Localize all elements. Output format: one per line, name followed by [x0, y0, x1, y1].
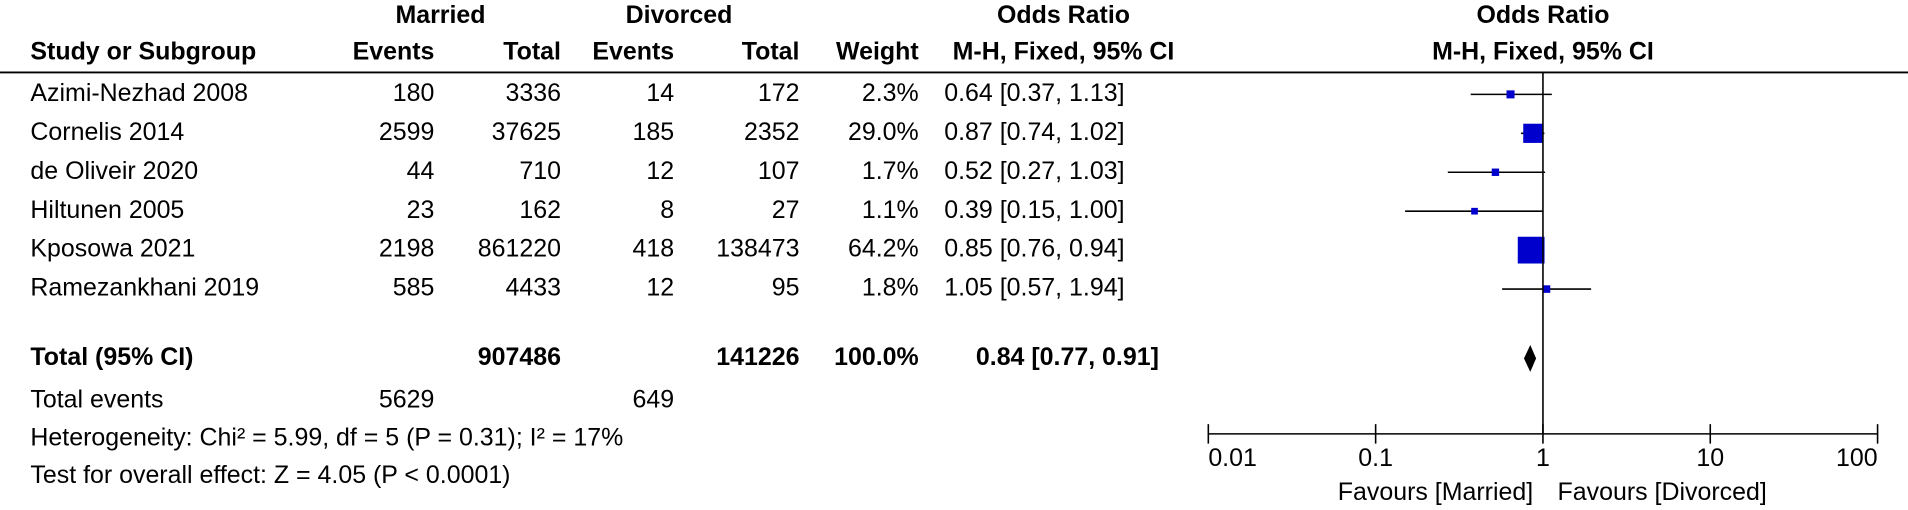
total-married: 3336 — [505, 79, 560, 107]
column-header: Weight — [836, 38, 919, 66]
events-divorced: 8 — [660, 196, 674, 224]
events-married: 180 — [393, 79, 435, 107]
column-header: Events — [592, 38, 674, 66]
events-divorced: 418 — [633, 235, 675, 263]
column-header: Total — [742, 38, 800, 66]
weight: 2.3% — [862, 79, 919, 107]
study-name: Hiltunen 2005 — [30, 196, 184, 224]
overall-effect: Test for overall effect: Z = 4.05 (P < 0… — [30, 461, 510, 489]
ci-label: 0.64 [0.37, 1.13] — [944, 79, 1124, 107]
total-weight: 100.0% — [834, 343, 919, 371]
x-tick-label: 10 — [1696, 444, 1724, 472]
column-header: Study or Subgroup — [30, 38, 256, 66]
total-divorced: 95 — [772, 274, 800, 302]
events-divorced: 14 — [646, 79, 674, 107]
total-married: 162 — [519, 196, 561, 224]
study-square — [1506, 90, 1515, 99]
weight: 1.1% — [862, 196, 919, 224]
total-divorced: 107 — [758, 157, 800, 185]
total-married: 907486 — [478, 343, 561, 371]
total-divorced: 141226 — [716, 343, 799, 371]
total-label: Total (95% CI) — [30, 343, 193, 371]
x-tick-label: 1 — [1536, 444, 1550, 472]
events-divorced: 12 — [646, 157, 674, 185]
heterogeneity: Heterogeneity: Chi² = 5.99, df = 5 (P = … — [30, 423, 623, 451]
events-divorced: 12 — [646, 274, 674, 302]
total-married: 710 — [519, 157, 561, 185]
total-married: 4433 — [505, 274, 560, 302]
total-divorced: 172 — [758, 79, 800, 107]
events-married: 23 — [407, 196, 435, 224]
study-square — [1491, 168, 1500, 176]
study-square — [1523, 123, 1543, 143]
total-diamond — [1523, 345, 1537, 372]
total-ci-label: 0.84 [0.77, 0.91] — [976, 343, 1159, 371]
events-married: 585 — [393, 274, 435, 302]
x-tick-label: 0.1 — [1358, 444, 1393, 472]
column-header: Total — [503, 38, 561, 66]
x-tick-label: 0.01 — [1208, 444, 1257, 472]
ci-label: 0.87 [0.74, 1.02] — [944, 118, 1124, 146]
ci-label: 1.05 [0.57, 1.94] — [944, 274, 1124, 302]
study-square — [1542, 285, 1551, 293]
events-divorced: 185 — [633, 118, 675, 146]
column-header: M-H, Fixed, 95% CI — [1432, 38, 1654, 66]
column-header: M-H, Fixed, 95% CI — [953, 38, 1175, 66]
column-header: Events — [353, 38, 435, 66]
events-married: 44 — [407, 157, 435, 185]
total-divorced: 138473 — [716, 235, 799, 263]
favours-left: Favours [Married] — [1338, 478, 1533, 506]
total-divorced: 2352 — [744, 118, 799, 146]
column-group: Odds Ratio — [997, 1, 1130, 29]
ci-label: 0.39 [0.15, 1.00] — [944, 196, 1124, 224]
study-name: Kposowa 2021 — [30, 235, 195, 263]
x-tick-label: 100 — [1836, 444, 1878, 472]
study-name: Ramezankhani 2019 — [30, 274, 259, 302]
column-group: Married — [395, 1, 485, 29]
weight: 1.8% — [862, 274, 919, 302]
total-events-divorced: 649 — [633, 386, 675, 414]
ci-label: 0.85 [0.76, 0.94] — [944, 235, 1124, 263]
weight: 64.2% — [848, 235, 919, 263]
total-events-label: Total events — [30, 386, 163, 414]
study-square — [1471, 207, 1478, 215]
total-events-married: 5629 — [379, 386, 434, 414]
study-name: Cornelis 2014 — [30, 118, 184, 146]
events-married: 2599 — [379, 118, 434, 146]
favours-right: Favours [Divorced] — [1558, 478, 1767, 506]
total-divorced: 27 — [772, 196, 800, 224]
study-name: de Oliveir 2020 — [30, 157, 198, 185]
total-married: 861220 — [478, 235, 561, 263]
study-square — [1517, 236, 1545, 264]
column-group: Odds Ratio — [1476, 1, 1609, 29]
weight: 29.0% — [848, 118, 919, 146]
study-name: Azimi-Nezhad 2008 — [30, 79, 248, 107]
total-married: 37625 — [492, 118, 561, 146]
events-married: 2198 — [379, 235, 434, 263]
ci-label: 0.52 [0.27, 1.03] — [944, 157, 1124, 185]
column-group: Divorced — [626, 1, 733, 29]
weight: 1.7% — [862, 157, 919, 185]
